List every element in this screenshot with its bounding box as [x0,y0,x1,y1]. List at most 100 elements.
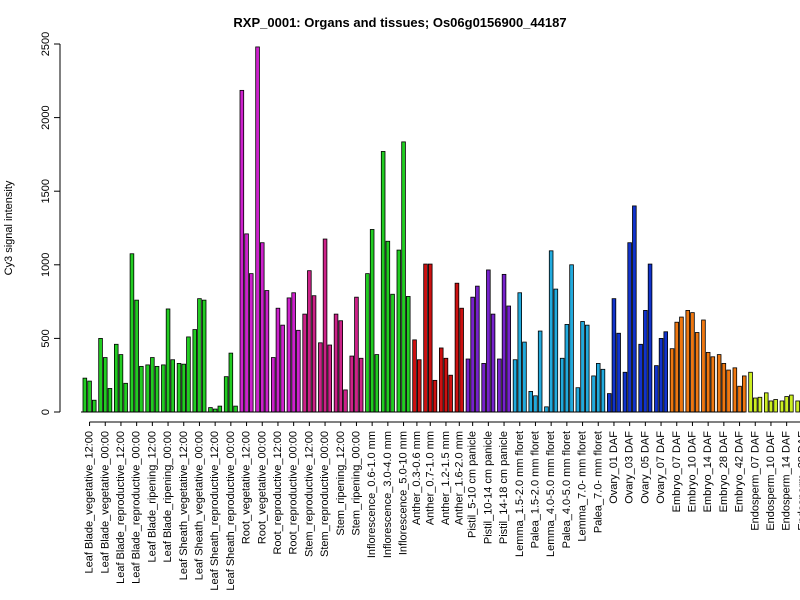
bar [497,358,502,413]
x-tick-label: Stem_ripening_12:00 [335,431,347,536]
bar [679,316,684,413]
x-tick-label: Leaf Blade_vegetative_00:00 [99,431,111,574]
bar [585,324,590,413]
bar [154,365,160,413]
bar [223,376,229,413]
bar [705,351,711,413]
x-tick-label: Leaf Sheath_reproductive_00:00 [225,431,237,591]
bar [412,339,417,413]
x-tick-label: Leaf Blade_ripening_00:00 [162,431,174,563]
bar [302,313,307,413]
bar [486,269,491,413]
x-tick-label: Leaf Blade_ripening_12:00 [146,431,158,563]
x-tick-label: Root_reproductive_12:00 [272,431,284,555]
x-tick-label: Anther_0.3-0.6 mm [411,431,423,525]
x-tick-label: Pistil_5-10 cm panicle [467,431,479,538]
bar [569,264,574,413]
bar [721,363,727,413]
bar [165,308,171,413]
bar [217,405,223,413]
bar [427,263,433,413]
bar [454,282,460,413]
x-tick-label: Embryo_10 DAF [686,431,698,513]
bar [264,290,270,413]
bar [161,364,166,413]
bar [296,329,301,413]
bar [443,357,449,413]
bar [716,354,722,413]
bar [465,358,471,413]
bar [737,385,742,413]
bar [580,321,585,413]
bar [270,357,276,413]
bar [405,296,411,413]
bar [522,341,527,413]
bar [438,347,444,413]
x-tick-label: Lemma_4.0-5.0 mm floret [545,431,557,557]
bar [343,389,348,413]
bar [333,313,339,413]
bar [764,392,769,413]
x-tick-label: Leaf Sheath_reproductive_12:00 [209,431,221,591]
bar [710,356,716,413]
bar [239,89,245,413]
bar [396,249,402,413]
y-tick-label: 0 [40,409,52,415]
x-tick-label: Ovary_07 DAF [655,431,667,504]
bar [286,297,292,413]
bar [622,371,628,413]
bar [170,359,175,413]
bar [150,357,155,413]
x-tick-label: Stem_reproductive_00:00 [319,431,331,557]
x-tick-label: Lemma_1.5-2.0 mm floret [514,431,526,557]
x-tick-label: Root_reproductive_00:00 [288,431,300,555]
bar [390,293,395,413]
bar [318,342,323,413]
bar [459,307,464,413]
bar [701,319,706,413]
bar [559,357,565,413]
bar [98,337,103,413]
bar [423,263,428,413]
bar [233,405,238,413]
x-tick-label: Leaf Sheath_vegetative_00:00 [193,431,205,580]
bar [208,407,213,413]
x-tick-label: Stem_ripening_00:00 [350,431,362,536]
bar [365,273,370,413]
bar [129,253,135,413]
bar [197,298,202,413]
x-tick-label: Leaf Sheath_vegetative_12:00 [178,431,190,580]
bar [255,46,260,413]
plot-area: 0 500 1000 1500 2000 2500 Leaf Blade_vegetativ… [40,32,800,591]
bar [275,307,281,413]
bar [742,375,747,413]
bar [553,288,559,413]
bar [537,330,543,413]
x-tick-label: Palea_4.0-5.0 mm floret [561,431,573,548]
x-tick-label: Inflorescence_5.0-10 mm [398,431,410,555]
bar [575,387,581,413]
bar [600,368,606,413]
x-tick-label: Endosperm_10 DAF [765,431,777,531]
x-tick-label: Inflorescence_3.0-4.0 mm [382,431,394,558]
x-tick-label: Ovary_03 DAF [624,431,636,504]
bar [748,371,753,413]
x-tick-label: Embryo_07 DAF [671,431,683,513]
bar [259,242,265,413]
y-tick-label: 2000 [40,105,52,129]
bar [114,343,119,413]
bar [416,359,422,413]
y-tick-label: 500 [40,329,52,347]
x-tick-label: Ovary_01 DAF [608,431,620,504]
bar [307,270,312,413]
bar [611,298,617,413]
x-tick-label: Inflorescence_0.6-1.0 mm [366,431,378,558]
bar [548,250,554,413]
bar [694,332,700,413]
y-tick-label: 1500 [40,179,52,203]
bar [103,357,108,413]
bar [663,331,669,413]
bar [685,310,691,413]
bar [338,320,343,413]
